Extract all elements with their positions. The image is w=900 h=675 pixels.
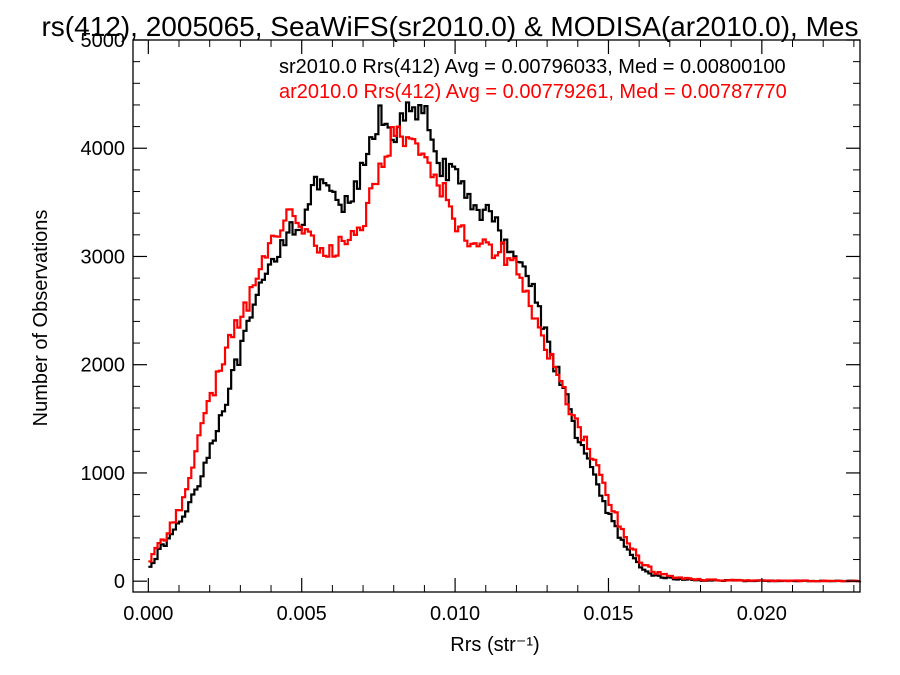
x-tick-label: 0.005	[277, 603, 327, 625]
chart-title: rs(412), 2005065, SeaWiFS(sr2010.0) & MO…	[41, 11, 858, 42]
annotation-ar2010: ar2010.0 Rrs(412) Avg = 0.00779261, Med …	[279, 81, 787, 103]
y-tick-label: 0	[114, 571, 125, 593]
y-tick-label: 3000	[81, 246, 126, 268]
x-tick-label: 0.015	[583, 603, 633, 625]
x-tick-label: 0.000	[123, 603, 173, 625]
y-tick-label: 1000	[81, 463, 126, 485]
x-tick-label: 0.010	[430, 603, 480, 625]
y-axis-label: Number of Observations	[30, 210, 52, 427]
y-tick-label: 4000	[81, 138, 126, 160]
series-line-0	[148, 101, 862, 583]
x-axis-label: Rrs (str⁻¹)	[450, 634, 539, 656]
y-tick-label: 2000	[81, 355, 126, 377]
series-layer	[148, 101, 862, 583]
x-tick-label: 0.020	[737, 603, 787, 625]
plot-frame	[132, 39, 861, 593]
annotation-sr2010: sr2010.0 Rrs(412) Avg = 0.00796033, Med …	[279, 56, 786, 78]
series-line-1	[148, 125, 860, 583]
ticks-layer: 0.000 0.005 0.010 0.015 0.020 0 1000 2000 3000 40…	[81, 30, 860, 625]
y-tick-label: 5000	[81, 30, 126, 52]
